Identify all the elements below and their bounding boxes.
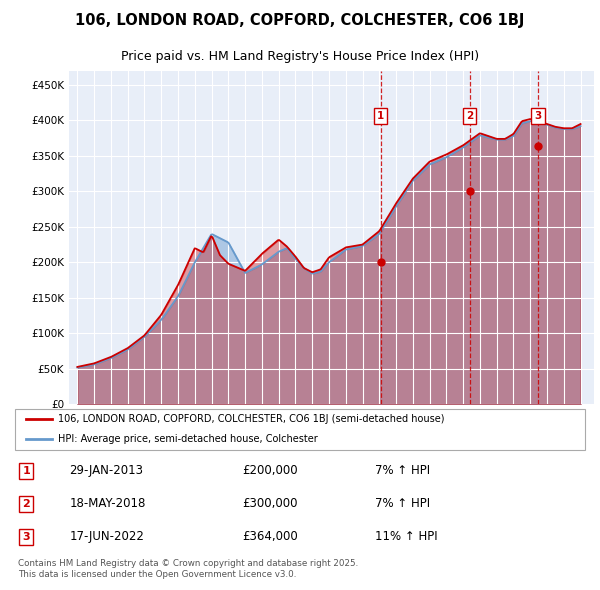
Text: 1: 1	[377, 111, 384, 121]
Text: 3: 3	[535, 111, 542, 121]
Text: £200,000: £200,000	[242, 464, 298, 477]
Text: 2: 2	[466, 111, 473, 121]
Text: 3: 3	[23, 532, 30, 542]
Text: £300,000: £300,000	[242, 497, 298, 510]
Text: 106, LONDON ROAD, COPFORD, COLCHESTER, CO6 1BJ: 106, LONDON ROAD, COPFORD, COLCHESTER, C…	[76, 12, 524, 28]
Text: 106, LONDON ROAD, COPFORD, COLCHESTER, CO6 1BJ (semi-detached house): 106, LONDON ROAD, COPFORD, COLCHESTER, C…	[58, 415, 445, 424]
Text: 18-MAY-2018: 18-MAY-2018	[70, 497, 146, 510]
Text: 29-JAN-2013: 29-JAN-2013	[70, 464, 143, 477]
Text: 7% ↑ HPI: 7% ↑ HPI	[375, 464, 430, 477]
Text: £364,000: £364,000	[242, 530, 298, 543]
Text: 7% ↑ HPI: 7% ↑ HPI	[375, 497, 430, 510]
Text: 11% ↑ HPI: 11% ↑ HPI	[375, 530, 437, 543]
Text: 1: 1	[23, 466, 30, 476]
Text: 2: 2	[23, 499, 30, 509]
Text: Contains HM Land Registry data © Crown copyright and database right 2025.
This d: Contains HM Land Registry data © Crown c…	[18, 559, 358, 579]
Text: HPI: Average price, semi-detached house, Colchester: HPI: Average price, semi-detached house,…	[58, 434, 318, 444]
Text: Price paid vs. HM Land Registry's House Price Index (HPI): Price paid vs. HM Land Registry's House …	[121, 50, 479, 63]
Text: 17-JUN-2022: 17-JUN-2022	[70, 530, 145, 543]
FancyBboxPatch shape	[15, 409, 585, 450]
